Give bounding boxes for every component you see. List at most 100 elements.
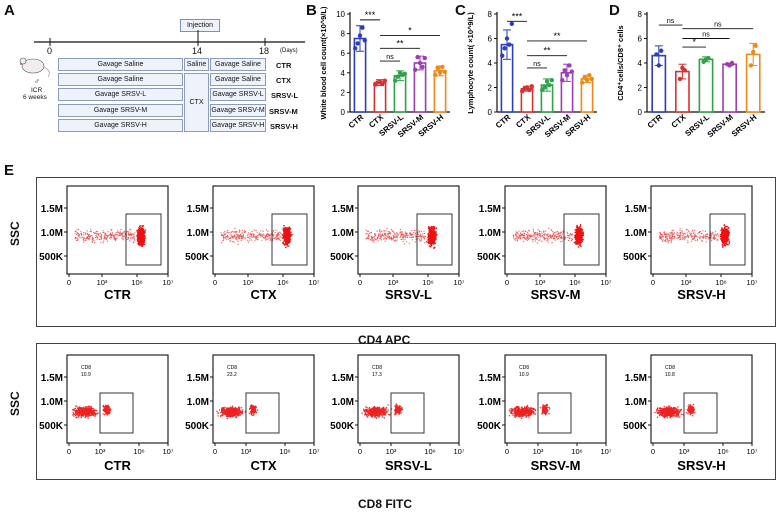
x-tick-label: 10³ <box>243 278 254 287</box>
data-point <box>589 76 594 82</box>
x-tick-label: 0 <box>505 447 509 456</box>
y-tick-label: 1.5M <box>187 373 209 384</box>
group-label: CTR <box>104 287 131 302</box>
row-srsvl-right: Gavage SRSV-L <box>210 88 266 101</box>
data-point <box>507 42 512 47</box>
x-tick-label: 10³ <box>535 278 546 287</box>
y-tick-label: 1.5M <box>479 373 501 384</box>
data-point <box>395 74 400 79</box>
row-ctr-right: Gavage Saline <box>210 58 266 71</box>
gate-box <box>683 392 718 434</box>
cd8-fitc-label: CD8 FITC <box>358 497 412 511</box>
data-point <box>402 71 407 76</box>
y-tick-label: 1.0M <box>332 397 354 408</box>
data-point <box>587 73 592 78</box>
cd4-apc-label: CD4 APC <box>358 333 411 347</box>
gate-box <box>99 392 134 434</box>
data-point <box>420 64 425 70</box>
x-tick-label: 10⁶ <box>715 278 726 287</box>
y-tick-label: 1.5M <box>332 373 354 384</box>
x-tick-label: 10⁷ <box>308 278 319 287</box>
y-tick-label: 6 <box>488 35 493 44</box>
gate-name: CD8 <box>665 365 675 371</box>
group-label: CTX <box>251 458 277 473</box>
data-point <box>435 65 440 71</box>
gate-box <box>416 213 453 266</box>
x-tick-label: 0 <box>358 278 362 287</box>
row-srsvh-right: Gavage SRSV-H <box>210 119 266 132</box>
data-point <box>544 79 550 84</box>
tick-day-14: 14 <box>192 46 203 56</box>
group-label-srsvh: SRSV-H <box>270 122 298 131</box>
x-tick-label: 10⁷ <box>746 278 757 287</box>
scatter-dots <box>74 225 147 247</box>
y-tick-label: 8 <box>638 10 643 19</box>
data-point <box>564 73 570 78</box>
data-point <box>500 53 505 58</box>
row-srsvm-left: Gavage SRSV-M <box>58 104 183 117</box>
y-tick-label: 1.0M <box>479 228 501 239</box>
x-tick-label: 10⁷ <box>162 278 173 287</box>
mouse-icon <box>19 57 50 78</box>
data-point <box>433 72 438 77</box>
data-point <box>706 55 711 61</box>
data-point <box>360 25 365 30</box>
y-tick-label: 6 <box>341 49 346 58</box>
group-label: CTR <box>104 458 131 473</box>
panel-letter-a: A <box>4 2 15 19</box>
group-label-srsvm: SRSV-M <box>269 107 298 116</box>
y-tick-label: 6 <box>638 35 643 44</box>
x-tick-label: 0 <box>651 447 655 456</box>
group-label: SRSV-L <box>385 458 432 473</box>
significance-label: ns <box>667 18 675 25</box>
x-tick-label: 10⁶ <box>717 447 728 456</box>
x-tick-label: 0 <box>651 278 655 287</box>
x-tick-label: 10³ <box>97 278 108 287</box>
y-tick-label: 1.0M <box>625 397 647 408</box>
cd4-plot-srsv-h: 1.5M 1.0M 500K 0 10³ 10⁶ 10⁷ SRSV-H <box>623 185 758 302</box>
gate-name: CD8 <box>519 365 529 371</box>
animal-sex: ♂ <box>34 77 40 86</box>
plot-frame <box>212 185 315 275</box>
y-tick-label: 500K <box>185 421 210 432</box>
data-point <box>502 46 507 51</box>
x-tick-label: 10⁶ <box>277 278 288 287</box>
y-tick-label: 1.0M <box>41 228 63 239</box>
data-point <box>682 68 687 73</box>
y-tick-label: 500K <box>477 421 502 432</box>
significance-label: *** <box>365 10 376 20</box>
gate-percentage: 23.2 <box>227 372 237 378</box>
significance-label: ** <box>553 31 561 41</box>
gate-percentage: 10.9 <box>519 372 529 378</box>
timeline-svg <box>19 30 305 78</box>
data-point <box>355 41 360 46</box>
y-tick-label: 0 <box>488 108 493 117</box>
plot-frame <box>357 185 460 275</box>
scatter-dots <box>220 224 293 249</box>
scatter-dots <box>512 224 585 248</box>
data-point <box>569 69 574 74</box>
y-tick-label: 500K <box>330 252 355 263</box>
data-point <box>504 36 510 41</box>
data-point <box>729 60 735 66</box>
scatter-dots <box>71 404 112 419</box>
y-tick-label: 0 <box>341 108 346 117</box>
y-tick-label: 8 <box>488 10 493 19</box>
gate-box <box>271 213 308 266</box>
x-tick-label: 10³ <box>388 278 399 287</box>
y-axis-label: CD4⁺cells/CD8⁺ cells <box>616 25 625 100</box>
x-tick-label: 0 <box>213 447 217 456</box>
y-tick-label: 1.5M <box>332 204 354 215</box>
y-tick-label: 1.5M <box>41 204 63 215</box>
data-point <box>353 46 358 51</box>
x-tick-label: 10³ <box>95 447 106 456</box>
plot-frame <box>212 354 315 444</box>
data-point <box>382 78 387 83</box>
